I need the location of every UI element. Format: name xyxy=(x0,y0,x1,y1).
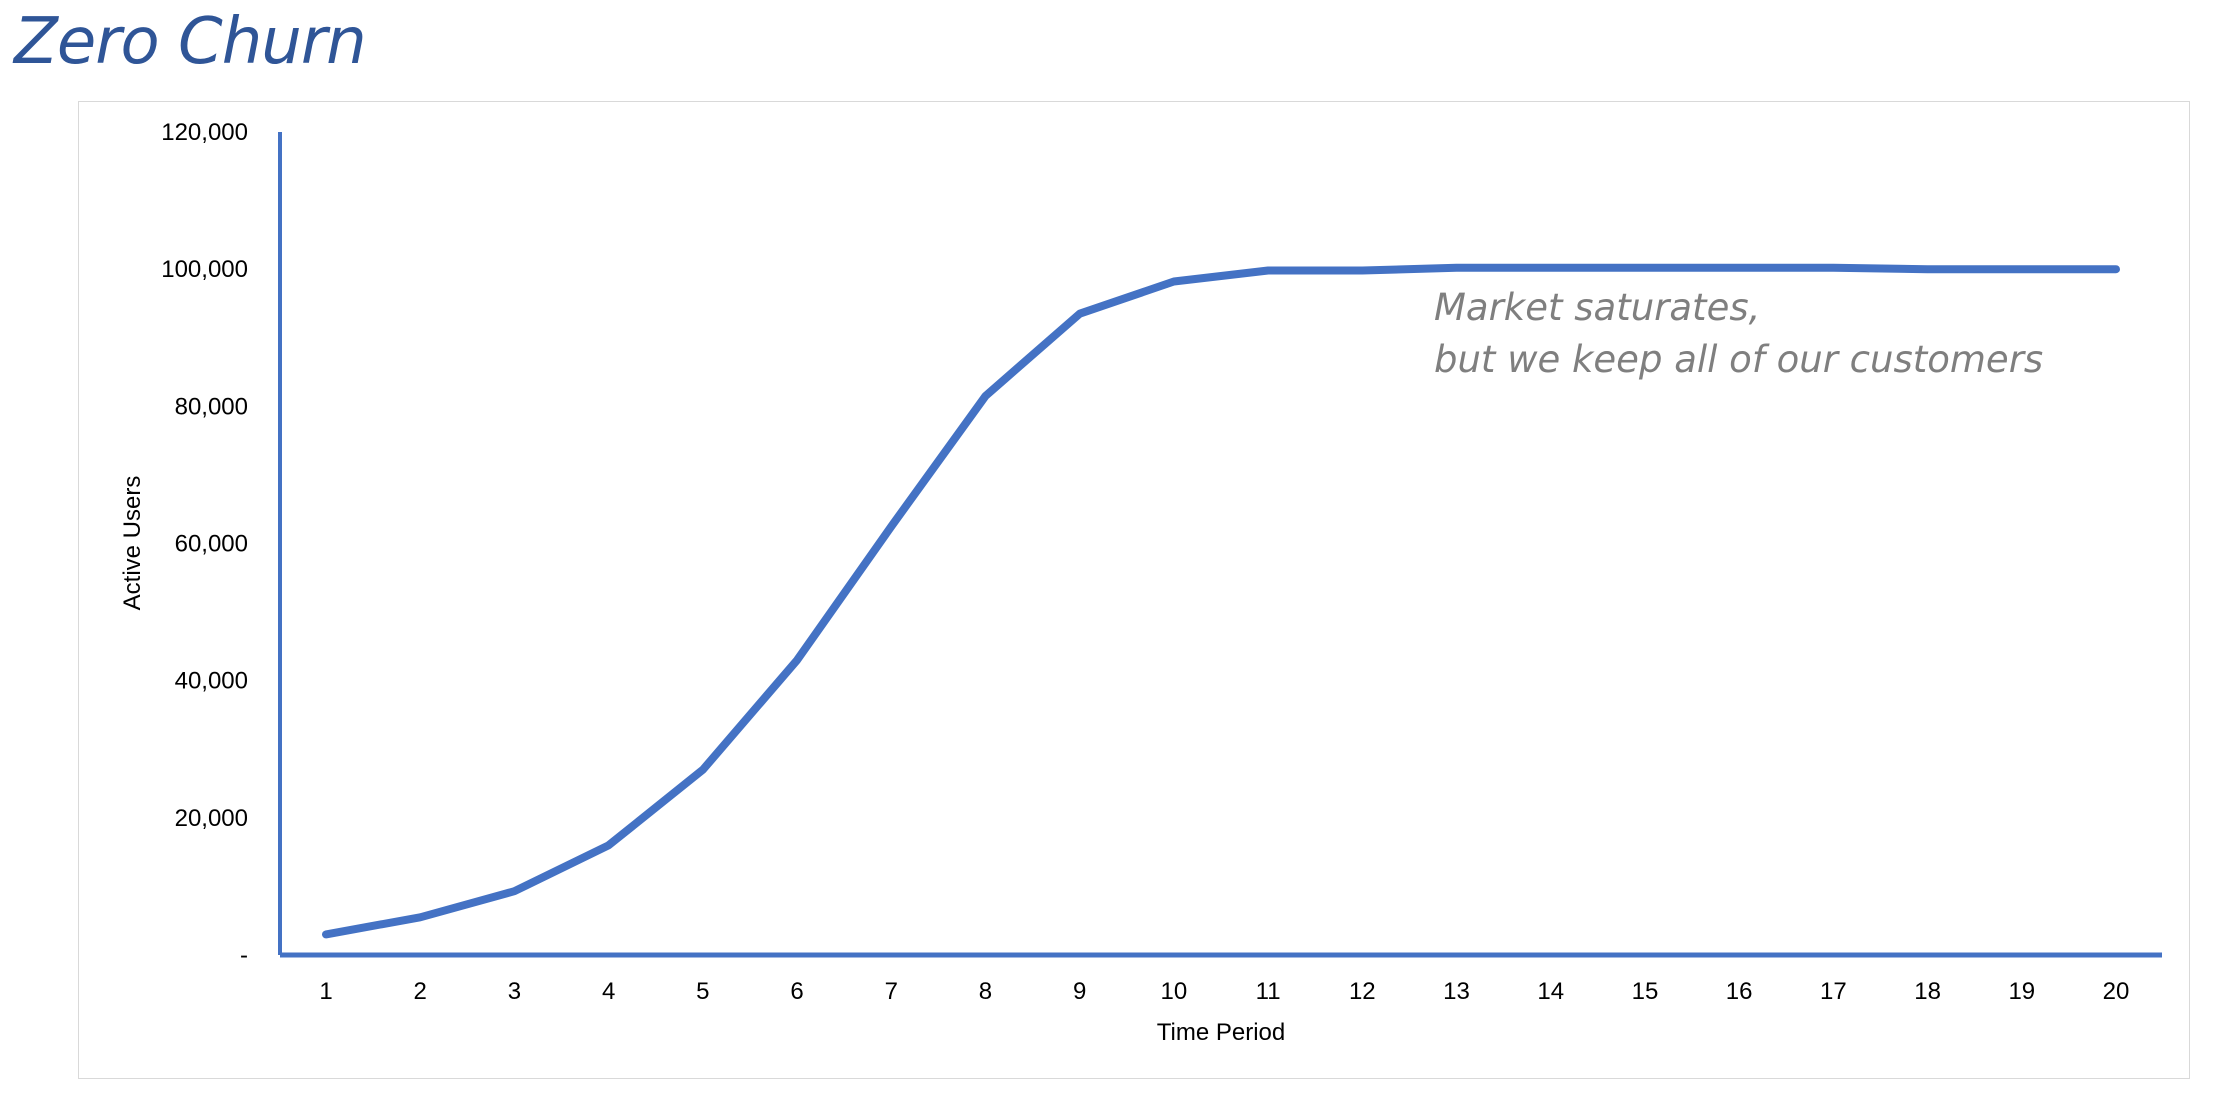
y-tick-label: - xyxy=(240,942,248,969)
x-tick-label: 4 xyxy=(602,978,615,1005)
x-tick-label: 15 xyxy=(1632,978,1659,1005)
chart-frame xyxy=(78,101,2190,1079)
x-tick-label: 17 xyxy=(1820,978,1847,1005)
x-tick-label: 14 xyxy=(1537,978,1564,1005)
series-layer xyxy=(322,263,2120,939)
x-tick-label: 9 xyxy=(1073,978,1086,1005)
y-tick-labels: - 20,000 40,000 60,000 80,000 100,000 120,000 xyxy=(161,119,248,969)
chart-annotation: Market saturates, but we keep all of our… xyxy=(1434,286,2043,381)
x-tick-label: 20 xyxy=(2103,978,2130,1005)
x-tick-label: 13 xyxy=(1443,978,1470,1005)
x-axis-title: Time Period xyxy=(1157,1019,1285,1046)
annotation-line-2: but we keep all of our customers xyxy=(1434,338,2043,381)
y-tick-label: 80,000 xyxy=(175,393,248,420)
y-tick-label: 20,000 xyxy=(175,805,248,832)
y-tick-label: 40,000 xyxy=(175,668,248,695)
series-line-0 xyxy=(322,263,2120,939)
x-tick-label: 11 xyxy=(1256,978,1281,1005)
x-tick-label: 2 xyxy=(414,978,427,1005)
x-tick-label: 12 xyxy=(1349,978,1376,1005)
x-tick-label: 18 xyxy=(1914,978,1941,1005)
x-tick-label: 8 xyxy=(979,978,992,1005)
page-title: Zero Churn xyxy=(14,5,367,79)
y-tick-label: 120,000 xyxy=(161,119,248,146)
x-tick-labels: 1 2 3 4 5 6 7 8 9 10 11 12 13 14 15 16 17 18 19 20 xyxy=(319,978,2129,1005)
annotation-line-1: Market saturates, xyxy=(1434,286,1760,329)
y-tick-label: 100,000 xyxy=(161,256,248,283)
x-tick-label: 3 xyxy=(508,978,521,1005)
x-tick-label: 19 xyxy=(2008,978,2035,1005)
y-tick-label: 60,000 xyxy=(175,531,248,558)
x-tick-label: 6 xyxy=(790,978,803,1005)
y-axis-title: Active Users xyxy=(119,476,146,611)
x-tick-label: 10 xyxy=(1161,978,1188,1005)
x-tick-label: 5 xyxy=(696,978,709,1005)
x-tick-label: 7 xyxy=(885,978,898,1005)
x-tick-label: 16 xyxy=(1726,978,1753,1005)
x-tick-label: 1 xyxy=(319,978,332,1005)
